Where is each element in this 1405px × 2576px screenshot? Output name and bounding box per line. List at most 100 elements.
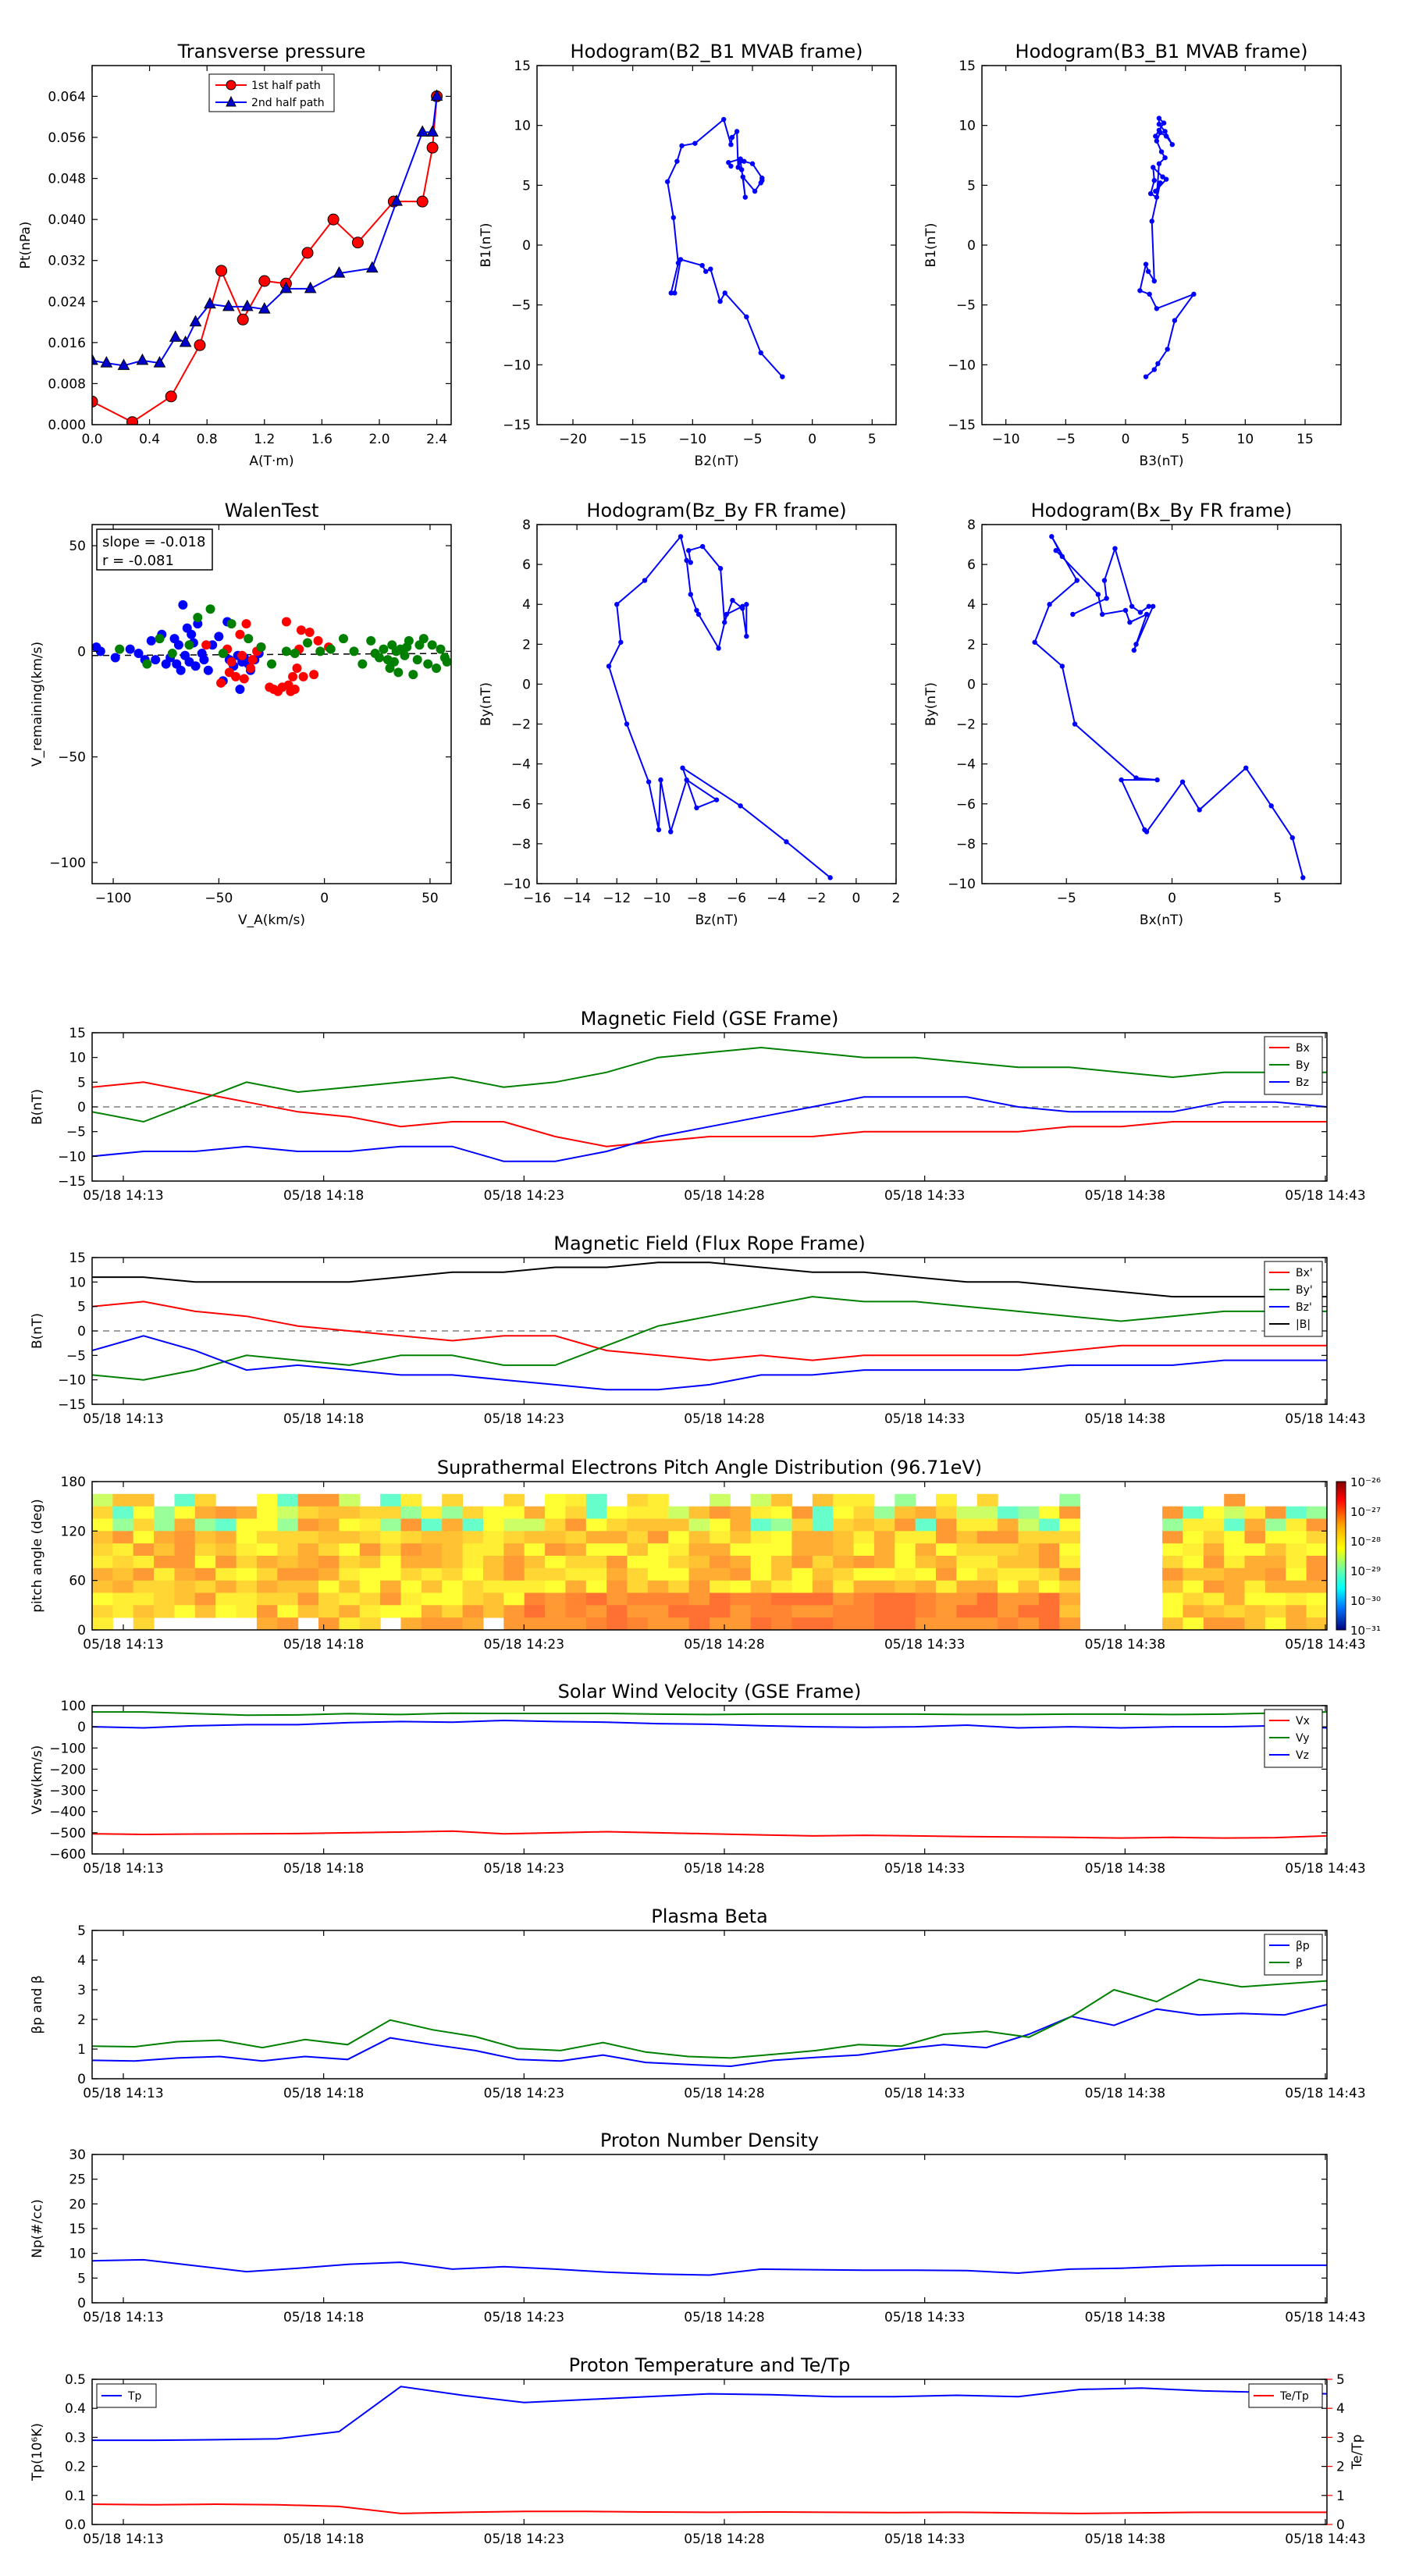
series-line — [92, 1096, 1327, 1162]
data-point — [686, 548, 692, 553]
heatmap-cell — [1162, 1518, 1183, 1532]
heatmap-cell — [956, 1531, 978, 1544]
heatmap-cell — [545, 1518, 566, 1532]
heatmap-cell — [318, 1506, 340, 1519]
heatmap-cell — [1224, 1592, 1246, 1606]
heatmap-cell — [750, 1506, 772, 1519]
heatmap-cell — [442, 1493, 464, 1507]
heatmap-cell — [1038, 1567, 1060, 1582]
heatmap-cell — [915, 1518, 937, 1532]
plot-area — [664, 116, 785, 379]
heatmap-cell — [647, 1531, 669, 1544]
heatmap-cell — [730, 1592, 752, 1606]
data-point — [1053, 548, 1058, 553]
heatmap-cell — [462, 1531, 484, 1544]
heatmap-cell — [627, 1592, 649, 1606]
heatmap-cell — [1018, 1617, 1040, 1631]
data-point — [717, 298, 723, 304]
heatmap-cell — [400, 1543, 422, 1557]
data-point — [193, 613, 203, 623]
heatmap-cell — [1203, 1617, 1225, 1631]
heatmap-cell — [1203, 1518, 1225, 1532]
y-axis-label: pitch angle (deg) — [30, 1499, 45, 1613]
data-point — [670, 215, 676, 220]
x-tick-label: −100 — [95, 891, 132, 906]
heatmap-cell — [1264, 1556, 1286, 1569]
x-tick-label: 05/18 14:43 — [1285, 2086, 1365, 2101]
heatmap-cell — [339, 1518, 361, 1532]
x-tick-label: 05/18 14:23 — [484, 1637, 564, 1653]
heatmap-cell — [853, 1518, 875, 1532]
data-point — [155, 634, 165, 644]
heatmap-cell — [277, 1518, 299, 1532]
heatmap-cell — [1162, 1592, 1183, 1606]
heatmap-cell — [524, 1580, 546, 1593]
heatmap-cell — [873, 1543, 895, 1557]
heatmap-cell — [503, 1580, 525, 1593]
data-point — [92, 395, 98, 407]
heatmap-cell — [853, 1580, 875, 1593]
heatmap-cell — [585, 1518, 607, 1532]
heatmap-cell — [1203, 1605, 1225, 1618]
heatmap-cell — [873, 1580, 895, 1593]
plot-frame — [91, 2379, 1328, 2525]
heatmap-cell — [1306, 1543, 1328, 1557]
data-point — [1154, 306, 1160, 311]
series-line — [92, 1711, 1327, 1717]
heatmap-cell — [92, 1531, 113, 1544]
x-tick-label: 05/18 14:38 — [1085, 2086, 1165, 2101]
data-point — [237, 313, 249, 326]
heatmap-cell — [833, 1567, 855, 1582]
heatmap-cell — [936, 1493, 957, 1507]
heatmap-cell — [442, 1531, 464, 1544]
x-tick-label: 05/18 14:33 — [884, 2310, 965, 2325]
data-point — [1153, 133, 1158, 139]
data-point — [675, 260, 681, 266]
heatmap-cell — [503, 1605, 525, 1618]
heatmap-cell — [730, 1556, 752, 1569]
chart-title: Suprathermal Electrons Pitch Angle Distr… — [437, 1457, 982, 1478]
plot-frame — [91, 1930, 1328, 2080]
heatmap-cell — [791, 1556, 813, 1569]
heatmap-cell — [112, 1567, 134, 1582]
heatmap-cell — [730, 1617, 752, 1631]
heatmap-cell — [318, 1617, 340, 1631]
heatmap-cell — [236, 1506, 258, 1519]
data-point — [173, 640, 183, 650]
data-point — [722, 620, 727, 625]
data-point — [92, 353, 98, 365]
heatmap-cell — [112, 1531, 134, 1544]
heatmap-cell — [956, 1605, 978, 1618]
y-tick-label: −6 — [511, 797, 531, 813]
legend-label: By — [1296, 1059, 1310, 1072]
heatmap-cell — [915, 1580, 937, 1593]
heatmap-cell — [483, 1592, 504, 1606]
x-tick-label: 05/18 14:13 — [83, 1188, 163, 1204]
heatmap-cell — [359, 1556, 381, 1569]
heatmap-cell — [1203, 1556, 1225, 1569]
data-point — [1122, 607, 1129, 614]
heatmap-cell — [585, 1617, 607, 1631]
heatmap-cell — [380, 1543, 401, 1557]
data-point — [389, 656, 399, 667]
y-tick-label: 0.016 — [48, 336, 86, 351]
y-tick-label: 2 — [522, 637, 531, 653]
heatmap-cell — [1162, 1556, 1183, 1569]
heatmap-cell — [442, 1543, 464, 1557]
heatmap-cell — [668, 1543, 690, 1557]
plot-frame — [91, 1481, 1328, 1631]
heatmap-cell — [750, 1617, 772, 1631]
data-point — [146, 635, 156, 646]
heatmap-cell — [462, 1518, 484, 1532]
data-point — [752, 188, 758, 194]
y-tick-label: 180 — [61, 1475, 86, 1490]
heatmap-cell — [915, 1531, 937, 1544]
data-point — [423, 659, 433, 669]
legend-marker — [226, 95, 237, 107]
y-tick-label: 8 — [967, 518, 976, 533]
y-tick-label: 3 — [77, 1983, 86, 1998]
heatmap-cell — [545, 1567, 566, 1582]
heatmap-cell — [339, 1556, 361, 1569]
heatmap-cell — [215, 1531, 237, 1544]
x-tick-label: 2.4 — [426, 432, 447, 447]
